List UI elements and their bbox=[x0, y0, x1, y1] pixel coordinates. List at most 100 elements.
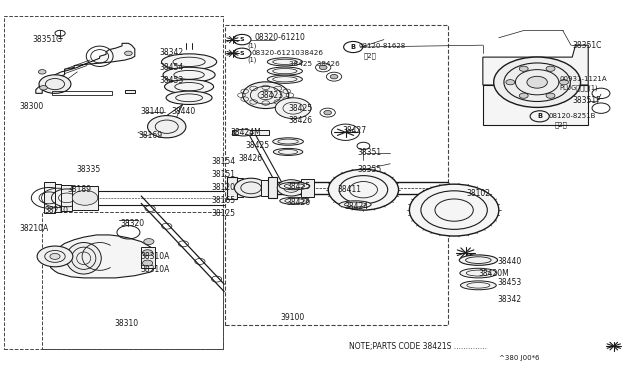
Circle shape bbox=[410, 184, 499, 236]
Ellipse shape bbox=[268, 75, 303, 83]
Text: 08320-61210: 08320-61210 bbox=[254, 33, 305, 42]
Text: (1): (1) bbox=[248, 43, 257, 49]
Text: 38453: 38453 bbox=[497, 278, 522, 287]
Text: 38335: 38335 bbox=[76, 165, 100, 174]
Ellipse shape bbox=[161, 54, 217, 70]
Polygon shape bbox=[55, 184, 61, 212]
Text: ^380 J00*6: ^380 J00*6 bbox=[499, 355, 540, 361]
Text: 38355: 38355 bbox=[357, 165, 381, 174]
Circle shape bbox=[519, 66, 528, 71]
Circle shape bbox=[243, 82, 289, 109]
Text: 08120-8251B: 08120-8251B bbox=[548, 113, 596, 119]
Text: 38342: 38342 bbox=[159, 48, 183, 57]
Text: （2）: （2） bbox=[364, 52, 376, 59]
Bar bbox=[42, 212, 223, 349]
Text: 38165: 38165 bbox=[211, 196, 236, 205]
Polygon shape bbox=[301, 179, 314, 197]
Circle shape bbox=[330, 74, 338, 79]
Text: 38189: 38189 bbox=[68, 185, 92, 194]
Polygon shape bbox=[232, 131, 269, 135]
Text: 38210A: 38210A bbox=[20, 224, 49, 233]
Circle shape bbox=[39, 75, 71, 93]
Polygon shape bbox=[483, 85, 588, 125]
Circle shape bbox=[319, 65, 327, 70]
Text: 38424M: 38424M bbox=[230, 128, 261, 137]
Ellipse shape bbox=[460, 255, 497, 265]
Circle shape bbox=[275, 98, 311, 119]
Ellipse shape bbox=[279, 182, 310, 190]
Polygon shape bbox=[72, 186, 98, 210]
Circle shape bbox=[493, 57, 580, 108]
Text: （2）: （2） bbox=[555, 122, 568, 128]
Polygon shape bbox=[268, 177, 276, 198]
Text: 38426: 38426 bbox=[287, 198, 311, 207]
Text: 38140: 38140 bbox=[140, 108, 164, 116]
Text: 38351G: 38351G bbox=[33, 35, 63, 44]
Ellipse shape bbox=[163, 67, 215, 82]
Polygon shape bbox=[483, 45, 588, 85]
Circle shape bbox=[519, 93, 528, 98]
Polygon shape bbox=[36, 43, 135, 93]
Polygon shape bbox=[125, 90, 135, 93]
Text: 39100: 39100 bbox=[280, 313, 305, 322]
Text: 38300: 38300 bbox=[20, 102, 44, 111]
Circle shape bbox=[559, 80, 568, 85]
Text: 38310A: 38310A bbox=[140, 252, 170, 261]
Circle shape bbox=[234, 178, 268, 198]
Polygon shape bbox=[237, 178, 243, 198]
Text: 38351: 38351 bbox=[357, 148, 381, 157]
Text: B: B bbox=[351, 44, 356, 50]
Text: 08320-6121038426: 08320-6121038426 bbox=[252, 50, 324, 56]
Text: 38169: 38169 bbox=[138, 131, 162, 141]
Text: 38420M: 38420M bbox=[478, 269, 509, 278]
Text: 38342: 38342 bbox=[497, 295, 522, 304]
Circle shape bbox=[143, 260, 153, 266]
Text: 38102: 38102 bbox=[467, 189, 491, 198]
Circle shape bbox=[527, 76, 547, 88]
Circle shape bbox=[546, 66, 555, 71]
Text: 38351C: 38351C bbox=[572, 41, 602, 50]
Text: 38210: 38210 bbox=[44, 206, 68, 215]
Circle shape bbox=[37, 246, 73, 267]
Polygon shape bbox=[141, 247, 156, 268]
Circle shape bbox=[546, 93, 555, 98]
Ellipse shape bbox=[164, 80, 214, 94]
Text: 38120: 38120 bbox=[211, 183, 236, 192]
Text: 38426: 38426 bbox=[288, 116, 312, 125]
Text: 38423: 38423 bbox=[259, 91, 284, 100]
Text: S: S bbox=[240, 51, 244, 56]
Circle shape bbox=[324, 110, 332, 115]
Ellipse shape bbox=[268, 67, 303, 75]
Ellipse shape bbox=[460, 268, 497, 278]
Text: 38425: 38425 bbox=[287, 182, 311, 190]
Text: 38411: 38411 bbox=[338, 185, 362, 194]
Text: 38425: 38425 bbox=[245, 141, 269, 150]
Ellipse shape bbox=[234, 129, 253, 136]
Polygon shape bbox=[51, 235, 156, 278]
Circle shape bbox=[506, 80, 515, 85]
Circle shape bbox=[277, 180, 305, 196]
Circle shape bbox=[144, 238, 154, 244]
Text: 38154: 38154 bbox=[211, 157, 236, 166]
Circle shape bbox=[50, 253, 60, 259]
Text: 38427: 38427 bbox=[342, 126, 367, 135]
Ellipse shape bbox=[66, 243, 101, 274]
Circle shape bbox=[38, 70, 46, 74]
Text: 38310: 38310 bbox=[115, 319, 138, 328]
Text: 38151: 38151 bbox=[211, 170, 236, 179]
Text: 38320: 38320 bbox=[121, 219, 145, 228]
Circle shape bbox=[143, 250, 153, 256]
Ellipse shape bbox=[280, 197, 309, 204]
Circle shape bbox=[125, 51, 132, 55]
Text: 08120-81628: 08120-81628 bbox=[358, 43, 406, 49]
Text: 38424: 38424 bbox=[344, 202, 369, 211]
Ellipse shape bbox=[273, 148, 303, 155]
Ellipse shape bbox=[461, 281, 496, 290]
Text: B: B bbox=[537, 113, 542, 119]
Polygon shape bbox=[261, 180, 268, 196]
Text: 38125: 38125 bbox=[211, 209, 236, 218]
Ellipse shape bbox=[166, 91, 212, 105]
Ellipse shape bbox=[339, 201, 371, 208]
Text: 38440: 38440 bbox=[497, 257, 522, 266]
Text: 00931-1121A: 00931-1121A bbox=[559, 76, 607, 81]
